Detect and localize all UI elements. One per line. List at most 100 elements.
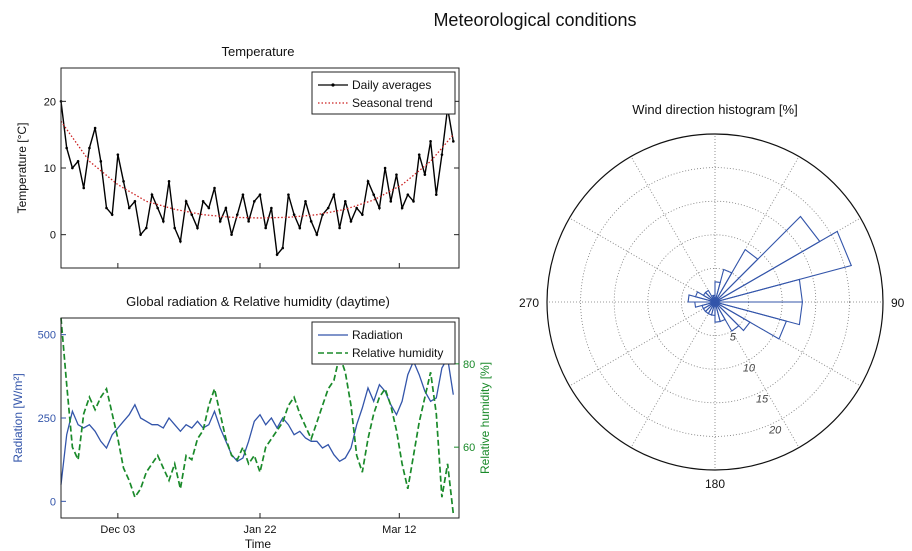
temperature-point <box>355 206 358 210</box>
rose-grid-spoke <box>569 217 716 303</box>
temperature-point <box>343 200 347 203</box>
legend-label-daily: Daily averages <box>352 78 431 92</box>
radiation-line <box>60 356 454 485</box>
rose-angle-label: 90 <box>891 296 905 310</box>
temperature-point <box>133 200 137 203</box>
temperature-point <box>440 153 444 156</box>
rose-bar <box>714 278 804 303</box>
temperature-point <box>417 153 421 156</box>
radiation-humidity-title: Global radiation & Relative humidity (da… <box>126 294 390 309</box>
rose-grid-spoke <box>630 156 716 303</box>
temperature-point <box>241 193 245 196</box>
humidity-y-tick-label: 80 <box>463 359 475 371</box>
temperature-point <box>230 233 233 236</box>
temperature-point <box>383 166 387 170</box>
radiation-humidity-panel: Global radiation & Relative humidity (da… <box>11 294 492 551</box>
radiation-y-tick-label: 250 <box>38 413 56 425</box>
temperature-point <box>253 200 256 203</box>
wind-rose-panel: Wind direction histogram [%] 5 10 15 20 90 18… <box>519 102 905 491</box>
temperature-point <box>93 126 97 130</box>
rose-grid-spoke <box>569 301 716 387</box>
temperature-point <box>389 200 393 203</box>
temperature-point <box>281 246 285 250</box>
rose-bar <box>714 248 759 303</box>
temperature-point <box>224 206 228 210</box>
temperature-point <box>110 213 114 216</box>
temperature-legend: Daily averages Seasonal trend <box>311 71 456 115</box>
rose-bar <box>714 215 821 303</box>
temperature-title: Temperature <box>222 44 295 59</box>
temperature-y-tick-label: 10 <box>44 163 56 175</box>
temperature-point <box>298 226 302 230</box>
temperature-point <box>292 213 296 216</box>
temperature-point <box>434 193 438 196</box>
rose-radial-tick-label: 5 <box>730 332 737 344</box>
temperature-point <box>139 233 142 236</box>
temperature-y-tick-label: 20 <box>44 96 56 108</box>
temperature-trend-line <box>60 120 454 219</box>
temperature-point <box>423 173 427 176</box>
temperature-point <box>247 220 250 223</box>
temperature-point <box>361 213 364 216</box>
temperature-point <box>287 193 290 196</box>
rose-radial-tick-label: 10 <box>743 363 756 375</box>
temperature-point <box>349 220 353 223</box>
rose-grid-circle <box>580 167 850 437</box>
temperature-point <box>406 193 410 196</box>
temperature-point <box>338 226 341 230</box>
temperature-daily-line <box>60 101 454 257</box>
temperature-point <box>196 226 199 230</box>
radiation-x-tick-label: Mar 12 <box>382 524 416 536</box>
temperature-point <box>99 160 103 163</box>
legend-marker-daily <box>331 83 335 87</box>
radiation-legend: Radiation Relative humidity <box>311 321 456 365</box>
figure-title: Meteorological conditions <box>433 10 636 30</box>
temperature-point <box>127 206 131 210</box>
temperature-point <box>412 200 415 203</box>
rose-bar <box>712 294 716 303</box>
rose-angle-label: 270 <box>519 296 539 310</box>
rose-grid-circle <box>613 200 817 404</box>
time-x-label: Time <box>245 537 272 551</box>
temperature-point <box>65 146 68 150</box>
temperature-point <box>309 220 313 223</box>
temperature-point <box>167 180 171 183</box>
temperature-point <box>218 220 222 223</box>
temperature-point <box>213 186 216 190</box>
rose-grid-spoke <box>630 301 716 448</box>
temperature-point <box>173 226 177 230</box>
temperature-point <box>162 220 165 223</box>
temperature-point <box>144 226 148 230</box>
temperature-point <box>88 146 91 150</box>
legend-label-radiation: Radiation <box>352 328 403 342</box>
radiation-x-tick-label: Dec 03 <box>100 524 135 536</box>
temperature-point <box>150 193 154 196</box>
temperature-point <box>326 206 330 210</box>
temperature-point <box>184 200 188 203</box>
temperature-point <box>275 253 279 256</box>
radiation-y-tick-label: 500 <box>38 330 56 342</box>
temperature-point <box>264 226 267 230</box>
temperature-point <box>76 160 80 163</box>
temperature-point <box>235 213 239 216</box>
radiation-x-tick-label: Jan 22 <box>243 524 276 536</box>
temperature-point <box>116 153 120 156</box>
temperature-point <box>366 180 370 183</box>
temperature-point <box>258 193 262 196</box>
temperature-point <box>452 140 455 143</box>
temperature-point <box>315 233 319 236</box>
rose-angle-label: 180 <box>705 477 725 491</box>
temperature-point <box>395 173 398 176</box>
temperature-point <box>105 206 108 210</box>
rose-radial-tick-label: 20 <box>768 424 782 436</box>
temperature-panel: Temperature 0 10 20 Temperature [°C] Daily… <box>15 44 460 269</box>
legend-label-humidity: Relative humidity <box>352 346 443 360</box>
temperature-point <box>179 240 182 243</box>
temperature-point <box>400 206 404 210</box>
temperature-point <box>372 193 376 196</box>
legend-label-trend: Seasonal trend <box>352 96 433 110</box>
humidity-y-tick-label: 60 <box>463 442 475 454</box>
temperature-point <box>71 166 74 170</box>
radiation-y-label: Radiation [W/m²] <box>11 373 25 462</box>
